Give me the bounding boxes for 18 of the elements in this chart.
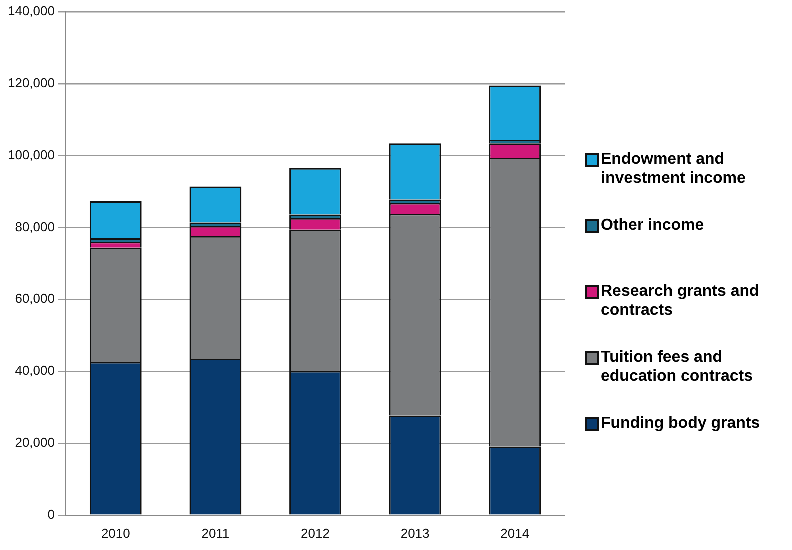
y-tick-label: 100,000: [8, 147, 55, 162]
legend-label: Tuition fees and education contracts: [601, 348, 754, 386]
x-tick-label: 2012: [301, 526, 330, 541]
y-tick-label: 60,000: [15, 291, 55, 306]
x-tick-label: 2010: [101, 526, 130, 541]
y-tick-label: 40,000: [15, 363, 55, 378]
x-tick-label: 2013: [400, 526, 430, 541]
y-tick-label: 80,000: [15, 219, 55, 234]
x-tick-label: 2011: [202, 526, 230, 541]
legend-label: Funding body grants: [601, 414, 760, 433]
y-tick-label: 20,000: [15, 435, 55, 450]
legend-label: Research grants and contracts: [601, 282, 760, 320]
legend-label: Other income: [601, 216, 704, 235]
x-tick-label: 2014: [500, 526, 530, 541]
y-tick-label: 120,000: [8, 75, 55, 90]
y-tick-label: 0: [48, 506, 55, 522]
y-tick-label: 140,000: [8, 4, 55, 19]
legend-label: Endowment and investment income: [601, 150, 747, 188]
